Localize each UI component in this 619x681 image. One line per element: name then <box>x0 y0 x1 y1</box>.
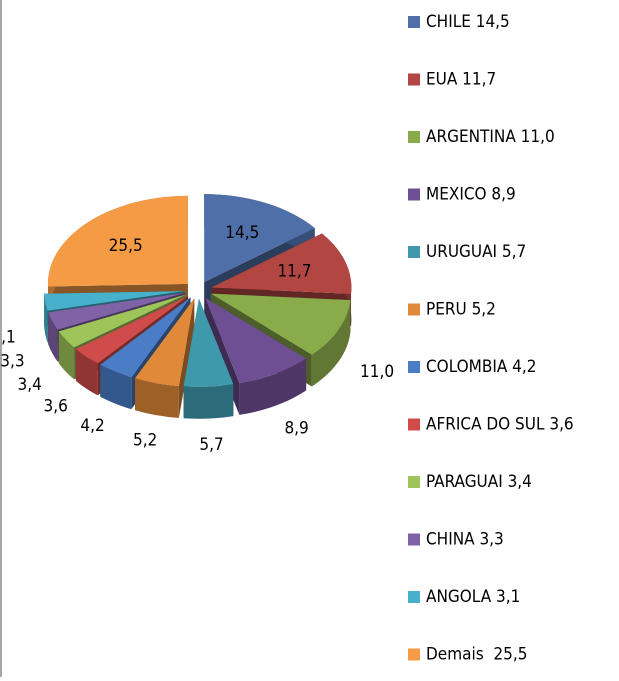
legend-label: URUGUAI 5,7 <box>426 242 526 262</box>
legend-swatch <box>408 418 420 431</box>
legend-label: PARAGUAI 3,4 <box>426 472 532 492</box>
data-label: 14,5 <box>225 223 259 243</box>
slice-wall <box>75 296 188 381</box>
slice-top <box>47 195 188 287</box>
data-label: 11,7 <box>277 262 311 282</box>
slice-top <box>183 298 234 387</box>
legend-swatch <box>408 361 420 373</box>
slice-top <box>100 297 191 378</box>
pie-slice <box>183 298 234 419</box>
data-label: 11,0 <box>360 362 394 382</box>
legend-label: AFRICA DO SUL 3,6 <box>426 415 574 435</box>
legend-swatch <box>408 591 420 603</box>
legend-label: CHINA 3,3 <box>426 530 504 550</box>
data-label: 3,6 <box>43 397 67 417</box>
slice-top <box>205 297 307 383</box>
slice-side <box>239 358 307 415</box>
legend-swatch <box>408 533 420 546</box>
slice-top <box>44 291 185 311</box>
slice-side <box>135 378 179 418</box>
legend-label: COLOMBIA 4,2 <box>426 357 537 377</box>
slice-top <box>48 292 185 330</box>
legend-label: MEXICO 8,9 <box>426 185 516 205</box>
legend-swatch <box>408 303 420 316</box>
slice-top <box>210 293 351 355</box>
legend-swatch <box>408 188 420 201</box>
slice-top <box>75 296 188 364</box>
data-label: 3,3 <box>0 352 24 372</box>
slice-side <box>44 293 48 343</box>
slice-top <box>135 298 195 386</box>
slice-side <box>58 331 75 380</box>
legend-swatch <box>408 16 420 28</box>
slice-side <box>311 300 351 387</box>
legend-swatch <box>408 648 420 661</box>
legend-swatch <box>408 476 420 488</box>
legend-swatch <box>408 246 420 258</box>
slice-top <box>58 294 186 348</box>
legend-label: PERU 5,2 <box>426 300 496 320</box>
legend-label: Demais 25,5 <box>426 645 527 665</box>
legend-label: ANGOLA 3,1 <box>426 587 520 607</box>
slice-side <box>75 348 98 396</box>
data-label: 5,2 <box>133 431 157 451</box>
legend-label: EUA 11,7 <box>426 70 496 90</box>
legend-label: CHILE 14,5 <box>426 12 510 32</box>
data-label: 3,4 <box>18 375 42 395</box>
legend-label: ARGENTINA 11,0 <box>426 127 555 147</box>
data-label: 4,2 <box>80 416 104 436</box>
data-label: 8,9 <box>284 418 308 438</box>
pie-slice <box>135 298 195 418</box>
data-label: 25,5 <box>109 236 143 256</box>
data-label: 3,1 <box>0 328 16 348</box>
slice-side <box>100 364 132 410</box>
slice-side <box>183 384 234 419</box>
slice-top <box>204 194 315 283</box>
slice-top <box>211 233 352 294</box>
legend-swatch <box>408 131 420 143</box>
slice-side <box>48 312 58 362</box>
legend-swatch <box>408 73 420 86</box>
data-label: 5,7 <box>199 435 223 455</box>
